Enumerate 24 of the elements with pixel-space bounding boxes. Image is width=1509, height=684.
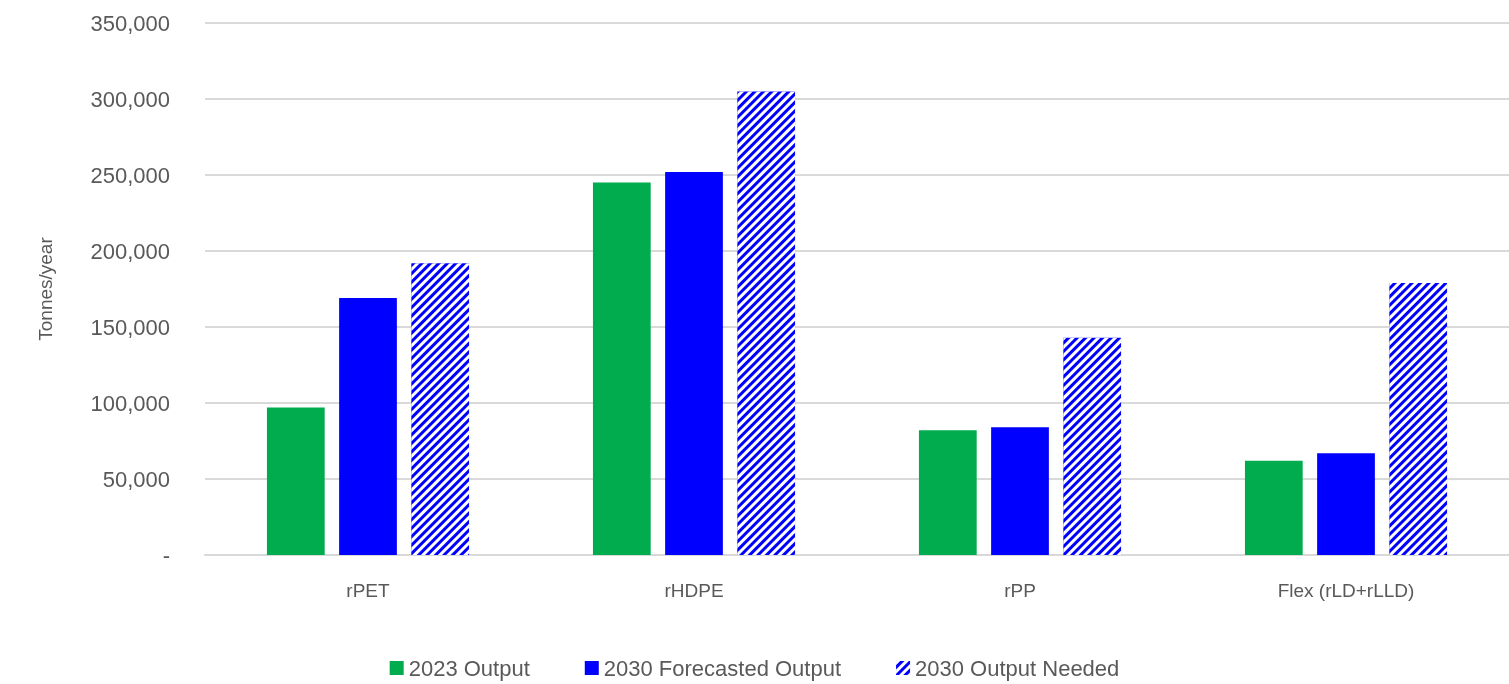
y-axis-title: Tonnes/year <box>35 236 56 341</box>
y-tick-label: - <box>162 542 170 568</box>
bar <box>1244 460 1303 555</box>
y-tick-label: 150,000 <box>90 314 170 340</box>
y-tick-label: 200,000 <box>90 238 170 264</box>
y-tick-label: 350,000 <box>90 10 170 36</box>
bar <box>592 182 651 555</box>
y-tick-label: 300,000 <box>90 86 170 112</box>
bar <box>266 407 325 555</box>
bar <box>991 427 1049 555</box>
legend-label: 2030 Forecasted Output <box>603 655 842 681</box>
x-tick-label: rHDPE <box>664 580 724 601</box>
x-tick-label: Flex (rLD+rLLD) <box>1277 580 1415 601</box>
x-tick-label: rPP <box>1004 580 1036 601</box>
bar <box>339 298 397 555</box>
y-tick-label: 250,000 <box>90 162 170 188</box>
bar <box>665 171 723 555</box>
legend-label: 2023 Output <box>408 655 530 681</box>
y-tick-label: 100,000 <box>90 390 170 416</box>
bar <box>1317 453 1375 555</box>
x-tick-label: rPET <box>346 580 391 601</box>
y-tick-label: 50,000 <box>102 466 170 492</box>
bar <box>918 430 977 555</box>
legend-label: 2030 Output Needed <box>915 655 1120 681</box>
